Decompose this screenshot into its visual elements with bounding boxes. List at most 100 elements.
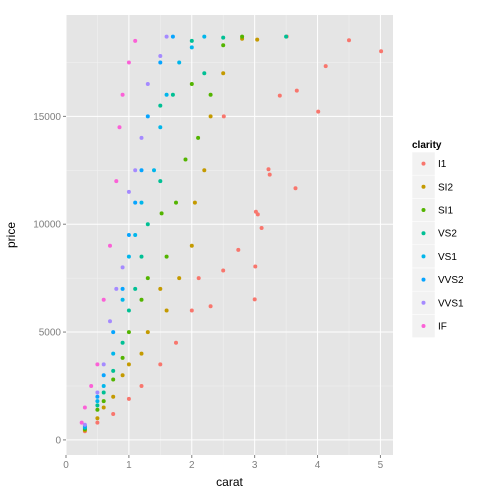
plot-panel: [66, 15, 393, 455]
data-point-si1: [120, 355, 125, 360]
x-tick-label: 2: [189, 460, 195, 471]
data-point-si2: [101, 405, 106, 410]
data-point-vvs2: [139, 168, 144, 173]
x-tick-label: 5: [378, 460, 384, 471]
data-point-vs1: [158, 125, 163, 130]
data-points: [79, 34, 384, 434]
data-point-vs1: [133, 233, 138, 237]
data-point-i1: [253, 209, 258, 214]
x-tick-label: 3: [252, 460, 258, 471]
data-point-vs1: [111, 351, 116, 356]
data-point-if: [120, 92, 125, 97]
legend-key-swatch: [421, 324, 426, 328]
data-point-vs2: [202, 71, 207, 76]
data-point-si2: [126, 362, 131, 367]
x-axis-ticks: 0 1 2 3 4 5: [63, 455, 384, 471]
data-point-vs1: [189, 45, 194, 50]
data-point-if: [82, 405, 87, 410]
x-tick-label: 4: [315, 460, 321, 471]
data-point-i1: [189, 308, 194, 313]
data-point-i1: [139, 384, 144, 388]
data-point-i1: [277, 93, 282, 98]
data-point-vvs2: [95, 394, 100, 399]
legend-key-swatch: [421, 208, 426, 212]
legend-label-vvs1: VVS1: [438, 298, 464, 309]
data-point-if: [89, 384, 94, 388]
data-point-vs1: [95, 399, 100, 404]
data-point-i1: [196, 276, 201, 281]
data-point-i1: [294, 88, 299, 93]
legend-label-i1: I1: [438, 159, 447, 170]
data-point-i1: [252, 297, 257, 302]
data-point-si1: [221, 43, 226, 48]
data-point-vs1: [101, 384, 106, 388]
data-point-i1: [126, 396, 131, 401]
legend-label-vs1: VS1: [438, 252, 457, 263]
data-point-vs1: [120, 297, 125, 302]
data-point-si1: [196, 135, 201, 140]
data-point-si2: [221, 71, 226, 76]
data-point-i1: [253, 264, 258, 269]
data-point-vvs2: [120, 286, 125, 291]
data-point-i1: [158, 362, 163, 367]
data-point-si2: [189, 243, 194, 248]
data-point-si2: [202, 168, 207, 173]
legend-label-vs2: VS2: [438, 229, 457, 240]
data-point-vs2: [126, 308, 131, 313]
data-point-if: [114, 179, 119, 184]
data-point-if: [117, 125, 122, 130]
data-point-si2: [95, 416, 100, 421]
data-point-vs2: [133, 286, 138, 291]
data-point-vvs1: [133, 168, 138, 173]
data-point-i1: [347, 38, 351, 43]
data-point-vs1: [202, 34, 207, 39]
data-point-i1: [221, 268, 226, 273]
data-point-vvs2: [158, 60, 163, 65]
data-point-vs2: [111, 368, 116, 373]
data-point-vvs1: [120, 265, 125, 270]
data-point-vs2: [120, 340, 125, 345]
data-point-si2: [158, 286, 163, 291]
data-point-vvs1: [101, 362, 106, 367]
legend: clarity I1 SI2 SI1 VS2 VS1 VVS2 VVS1 IF: [411, 140, 464, 338]
data-point-if: [108, 243, 112, 248]
data-point-si1: [240, 34, 245, 39]
data-point-vs1: [164, 92, 169, 97]
data-point-si1: [159, 211, 164, 216]
data-point-vvs1: [114, 286, 119, 291]
data-point-si1: [208, 92, 213, 97]
data-point-if: [133, 38, 138, 43]
legend-key-swatch: [421, 254, 426, 259]
data-point-vs2: [145, 222, 150, 227]
y-axis-title: price: [4, 222, 18, 248]
y-tick-label: 5000: [39, 328, 62, 339]
data-point-si1: [189, 82, 194, 86]
data-point-si2: [120, 373, 125, 378]
data-point-si1: [145, 276, 150, 281]
data-point-si1: [139, 297, 144, 302]
legend-label-vvs2: VVS2: [438, 275, 464, 286]
data-point-si1: [174, 200, 178, 205]
y-tick-label: 0: [55, 435, 61, 446]
data-point-si1: [101, 399, 106, 404]
legend-key-swatch: [421, 231, 426, 236]
data-point-vs2: [284, 34, 289, 39]
data-point-vvs2: [101, 373, 106, 378]
data-point-i1: [267, 172, 272, 177]
minor-gridlines: [66, 15, 393, 455]
data-point-si1: [95, 407, 100, 412]
data-point-vs1: [177, 60, 182, 65]
y-tick-label: 10000: [33, 220, 61, 231]
legend-key-swatch: [421, 161, 426, 166]
data-point-si1: [164, 254, 169, 259]
data-point-i1: [379, 49, 384, 54]
data-point-vvs2: [126, 233, 131, 237]
legend-key-swatch: [421, 184, 426, 189]
data-point-vvs2: [170, 34, 175, 39]
data-point-vvs1: [164, 34, 169, 39]
data-point-i1: [111, 412, 116, 416]
data-point-if: [95, 362, 100, 367]
data-point-si2: [177, 276, 182, 281]
legend-label-si1: SI1: [438, 206, 453, 217]
